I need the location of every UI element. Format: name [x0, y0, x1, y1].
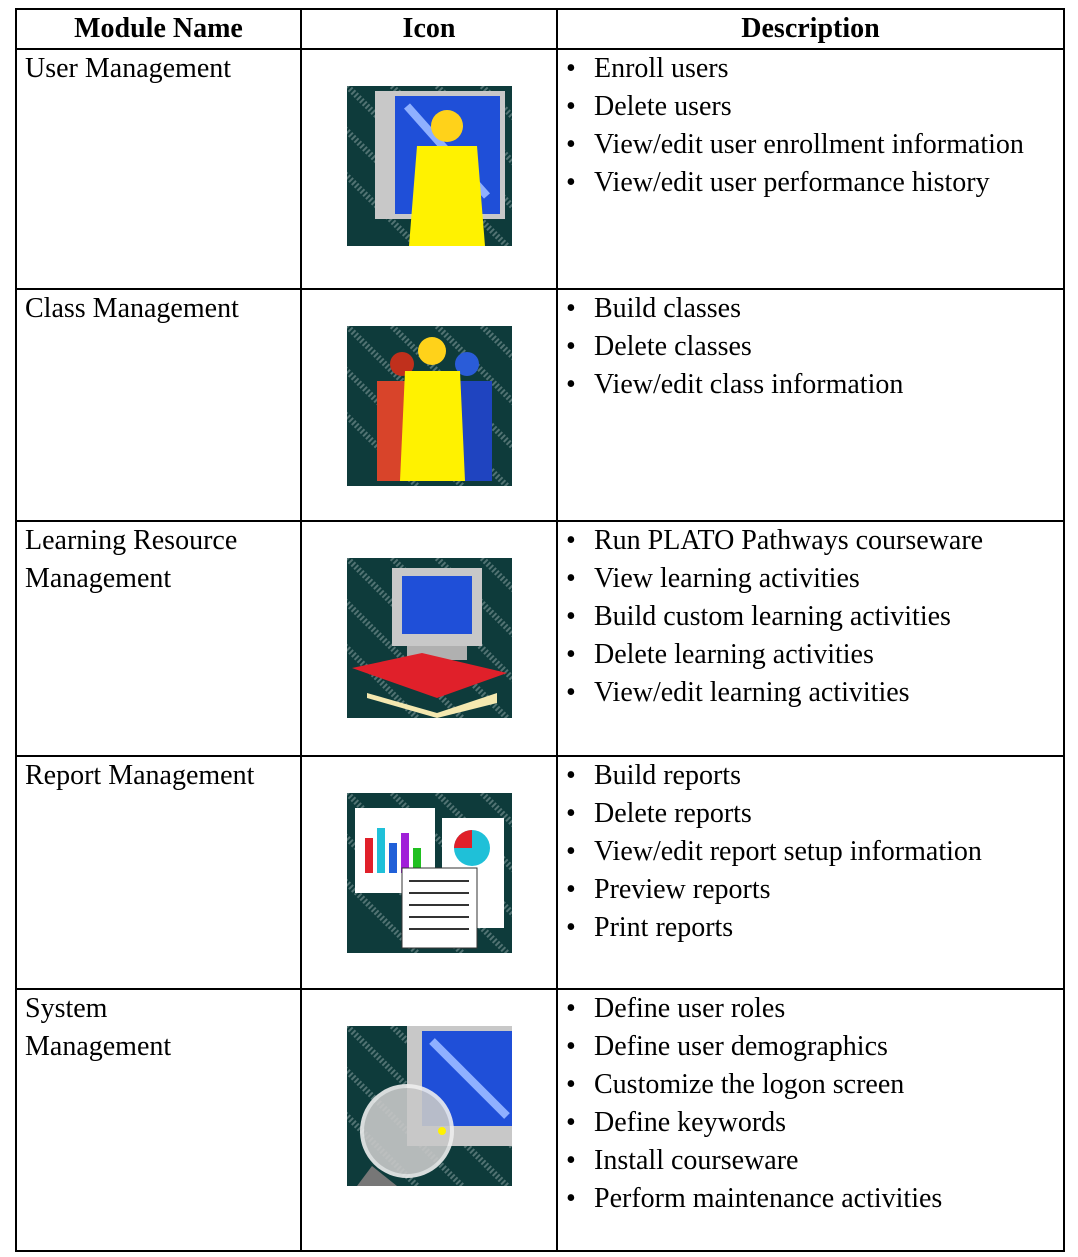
column-header: Description	[556, 8, 1065, 50]
module-row: Report Management Build reportsDelete rep…	[15, 755, 1065, 990]
module-name-cell: Class Management	[15, 288, 302, 522]
column-header: Icon	[300, 8, 558, 50]
module-icon	[254, 1023, 734, 1189]
module-icon	[254, 555, 734, 721]
module-icon	[254, 323, 734, 489]
module-row: Class Management Build classesDelete clas…	[15, 288, 1065, 522]
description-cell: Enroll usersDelete usersView/edit user e…	[556, 48, 1065, 290]
description-item: Enroll users	[566, 50, 1055, 88]
module-row: User ManagementEnroll usersDelete usersV…	[15, 48, 1065, 290]
module-name: Management	[25, 1031, 172, 1062]
description-item: Define keywords	[566, 1104, 1055, 1142]
module-name-cell: System Management	[15, 988, 302, 1252]
module-name: System	[25, 993, 108, 1024]
icon-cell	[254, 48, 734, 290]
description-cell: Run PLATO Pathways coursewareView learni…	[556, 520, 1065, 757]
description-list: Run PLATO Pathways coursewareView learni…	[566, 522, 1055, 712]
module-name: Class Management	[25, 293, 239, 324]
module-icon	[254, 83, 734, 249]
module-name-cell: Report Management	[15, 755, 302, 990]
description-item: Preview reports	[566, 871, 1055, 909]
description-item: Define user roles	[566, 990, 1055, 1028]
icon-cell	[254, 755, 734, 990]
description-cell: Build reportsDelete reportsView/edit rep…	[556, 755, 1065, 990]
module-row: Learning Resource Management Run PLATO Pat…	[15, 520, 1065, 757]
module-name: Management	[25, 563, 172, 594]
description-list: Build classesDelete classesView/edit cla…	[566, 290, 1055, 404]
description-item: Customize the logon screen	[566, 1066, 1055, 1104]
description-item: View/edit class information	[566, 366, 1055, 404]
description-item: Define user demographics	[566, 1028, 1055, 1066]
description-item: Delete reports	[566, 795, 1055, 833]
description-item: View/edit report setup information	[566, 833, 1055, 871]
module-name-cell: Learning Resource Management	[15, 520, 302, 757]
description-item: Perform maintenance activities	[566, 1180, 1055, 1218]
description-item: Build reports	[566, 757, 1055, 795]
icon-cell	[254, 288, 734, 522]
description-list: Define user rolesDefine user demographic…	[566, 990, 1055, 1218]
column-header: Module Name	[15, 8, 302, 50]
description-item: Run PLATO Pathways courseware	[566, 522, 1055, 560]
description-cell: Define user rolesDefine user demographic…	[556, 988, 1065, 1252]
module-name: Learning Resource	[25, 525, 238, 556]
description-item: Delete learning activities	[566, 636, 1055, 674]
description-list: Build reportsDelete reportsView/edit rep…	[566, 757, 1055, 947]
description-item: Delete classes	[566, 328, 1055, 366]
icon-cell	[254, 988, 734, 1252]
module-table: Module Name Icon Description User Manageme…	[15, 8, 1065, 1252]
description-item: View/edit user enrollment information	[566, 126, 1055, 164]
module-name: User Management	[25, 53, 232, 84]
description-item: View/edit learning activities	[566, 674, 1055, 712]
description-item: View/edit user performance history	[566, 164, 1055, 202]
description-item: Install courseware	[566, 1142, 1055, 1180]
description-cell: Build classesDelete classesView/edit cla…	[556, 288, 1065, 522]
module-name: Report Management	[25, 760, 255, 791]
module-row: SystemManagementDefine user rolesDefine …	[15, 988, 1065, 1252]
description-item: Print reports	[566, 909, 1055, 947]
module-icon	[254, 790, 734, 956]
description-item: Build custom learning activities	[566, 598, 1055, 636]
description-item: Build classes	[566, 290, 1055, 328]
icon-cell	[254, 520, 734, 757]
description-list: Enroll usersDelete usersView/edit user e…	[566, 50, 1055, 202]
description-item: Delete users	[566, 88, 1055, 126]
description-item: View learning activities	[566, 560, 1055, 598]
module-name-cell: User Management	[15, 48, 302, 290]
